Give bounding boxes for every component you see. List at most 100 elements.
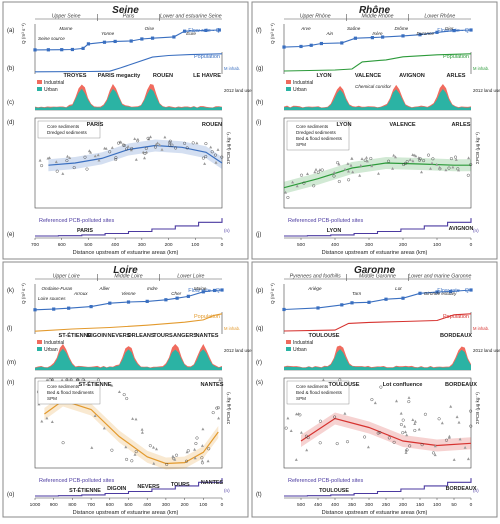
pcb-point-sediment (316, 170, 320, 174)
sites-city-label: NEVERS (137, 484, 160, 490)
pcb-point-sediment (220, 155, 224, 159)
pcb-axes (34, 377, 223, 469)
pcb-point-sediment (122, 143, 126, 147)
pcb-point-core (200, 459, 204, 463)
city-label: ROUEN (153, 73, 173, 79)
pcb-point-core (438, 165, 442, 169)
subplot-letter: (a) (7, 28, 14, 34)
x-tick-label: 700 (31, 242, 39, 248)
pcb-point-core (96, 153, 100, 157)
x-tick-label: 600 (58, 242, 66, 248)
pcb-point-core (392, 153, 396, 157)
pcb-point-core (407, 396, 411, 399)
pcb-point-core (54, 160, 58, 164)
pcb-point-sediment (336, 161, 340, 165)
pcb-point-core (155, 447, 158, 451)
flow-point (220, 288, 224, 292)
x-tick-label: 100 (433, 502, 441, 508)
sediment-legend-item: Bed & flood sediments (296, 136, 343, 141)
x-tick-label: 300 (162, 502, 170, 508)
legend-urban: Urban (293, 87, 307, 93)
pcb-point-sediment (170, 143, 174, 147)
flow-point (172, 35, 176, 39)
pcb-point-core (399, 411, 403, 415)
tributary-label: Ondaine-Furan (41, 286, 72, 291)
subplot-letter: (e) (7, 232, 14, 238)
pcb-point-core (294, 458, 298, 461)
pcb-point-core (404, 448, 408, 452)
pcb-axis-label: ΣPCB (μg kg⁻¹) (226, 392, 231, 424)
tributary-label: Marne (59, 26, 72, 31)
pcb-point-sediment (183, 141, 187, 145)
sites-unit: (n) (224, 228, 230, 233)
scatter-city-label: NANTES (201, 382, 224, 388)
pcb-point-sediment (403, 161, 407, 165)
pcb-point-core (358, 173, 362, 177)
sediment-legend-item: Dredged sediments (47, 130, 88, 135)
x-tick-label: 700 (87, 502, 95, 508)
pcb-point-core (414, 154, 418, 158)
x-tick-label: 150 (416, 502, 424, 508)
x-tick-label: 0 (221, 502, 224, 508)
flow-point (401, 296, 405, 300)
x-tick-label: 0 (470, 242, 473, 248)
pcb-point-sediment (370, 398, 374, 402)
sites-unit: (n) (473, 228, 479, 233)
tributary-label: Oise (145, 26, 155, 31)
subplot-letter: (o) (7, 492, 14, 498)
sediment-legend-item: Dredged sediments (296, 130, 337, 135)
flow-point (126, 300, 131, 304)
pcb-point-core (359, 164, 363, 167)
reach-label: Lower Rhône (424, 14, 455, 20)
pcb-point-sediment (332, 174, 336, 178)
flow-point (113, 39, 117, 44)
subplot-letter: (s) (256, 380, 263, 386)
pcb-point-core (93, 154, 97, 158)
flow-point (129, 39, 133, 43)
pcb-point-sediment (405, 160, 409, 164)
sediment-legend-item: Core sediments (47, 384, 80, 389)
reach-label: Middle Garonne (359, 274, 396, 280)
pcb-point-sediment (432, 451, 436, 455)
pcb-point-core (48, 156, 51, 159)
reach-label: Upper Rhône (300, 14, 331, 20)
industrial-area (284, 345, 471, 370)
pcb-point-core (90, 446, 94, 449)
pcb-point-core (217, 416, 221, 420)
flow-point (418, 33, 422, 37)
pop-unit: M inhab. (473, 66, 489, 71)
pcb-point-core (346, 162, 350, 165)
pcb-point-core (131, 417, 135, 420)
pcb-point-core (433, 453, 437, 457)
x-axis-label: Distance upstream of estuarine areas (km… (322, 510, 428, 516)
trend-band (301, 412, 471, 452)
pcb-point-sediment (191, 141, 195, 145)
pcb-point-sediment (469, 424, 473, 428)
trend-line (48, 144, 223, 166)
pcb-point-sediment (108, 150, 112, 154)
panel-seine: Seine Upper Seine Paris Lower and estuarine… (2, 1, 260, 260)
pcb-axes (283, 377, 472, 469)
scatter-city-label: BORDEAUX (445, 382, 477, 388)
pcb-point-sediment (347, 178, 351, 182)
flow-point (401, 34, 405, 38)
sites-city-label: DIGOIN (107, 486, 126, 492)
pcb-point-core (284, 190, 288, 194)
pcb-point-core (50, 420, 54, 423)
pcb-point-core (403, 424, 407, 428)
pcb-point-core (206, 459, 210, 463)
city-label: LYON (316, 73, 331, 79)
sediment-legend-item: Core sediments (47, 124, 80, 129)
pcb-point-sediment (165, 462, 169, 466)
flow-point (340, 303, 344, 307)
tributary-label: Yonne (101, 31, 114, 36)
pcb-point-core (411, 153, 415, 156)
subplot-letter: (l) (7, 326, 12, 332)
subplot-letter: (b) (7, 66, 14, 72)
pcb-point-sediment (130, 146, 134, 150)
city-label: BORDEAUX (440, 333, 472, 339)
x-axis-label: Distance upstream of estuarine areas (km… (73, 250, 179, 256)
flow-point (183, 29, 187, 33)
flow-point (175, 296, 179, 300)
flow-point (140, 37, 144, 41)
